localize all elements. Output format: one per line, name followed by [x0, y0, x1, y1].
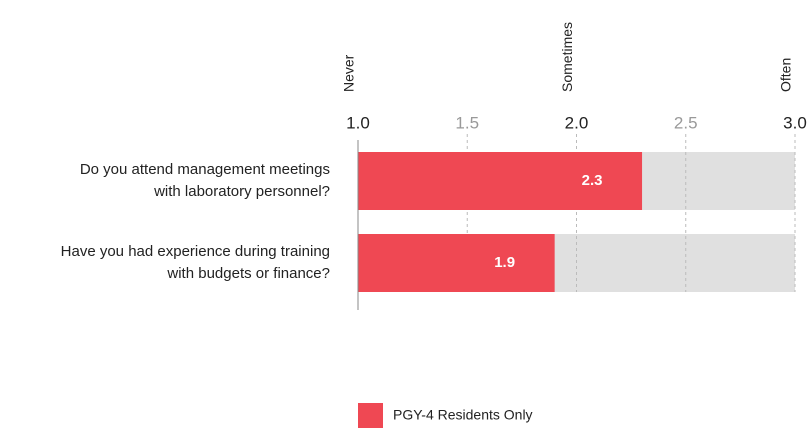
bar: [358, 234, 555, 292]
bar: [358, 152, 643, 210]
x-tick-label: 2.0: [565, 113, 589, 132]
x-tick-label: 3.0: [783, 113, 807, 132]
scale-label: Often: [778, 58, 794, 92]
category-label: Have you had experience during training …: [60, 243, 330, 282]
scale-label: Sometimes: [559, 22, 575, 92]
legend-swatch: [358, 403, 383, 428]
scale-label: Never: [341, 54, 357, 92]
x-tick-label: 1.5: [455, 113, 479, 132]
category-label: Do you attend management meetings with l…: [79, 161, 330, 200]
x-tick-label: 2.5: [674, 113, 698, 132]
data-label: 2.3: [582, 172, 603, 189]
legend-label: PGY-4 Residents Only: [393, 407, 533, 423]
x-tick-label: 1.0: [346, 113, 370, 132]
data-label: 1.9: [494, 254, 515, 271]
